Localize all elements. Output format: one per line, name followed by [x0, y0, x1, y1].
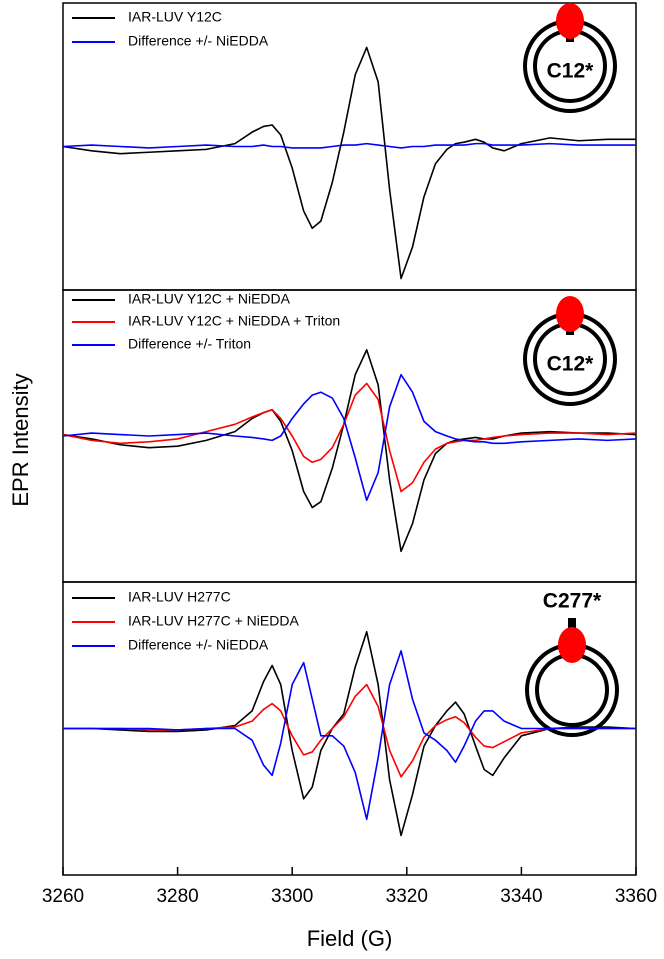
spectrum-line [62, 373, 637, 502]
label-stem [568, 618, 576, 632]
legend-label: IAR-LUV Y12C [128, 9, 222, 25]
spectrum-line [62, 142, 636, 149]
spectrum-line [63, 650, 636, 821]
legend-label: IAR-LUV H277C [128, 589, 231, 605]
legend-label: Difference +/- Triton [128, 336, 251, 352]
x-tick-label: 3280 [156, 886, 198, 907]
spectrum-line [62, 349, 637, 553]
spectrum-line [62, 382, 637, 493]
x-tick-label: 3340 [500, 886, 542, 907]
x-axis-label: Field (G) [307, 926, 393, 951]
annotation: C277* [543, 590, 602, 613]
spectrum-line [62, 46, 636, 280]
legend-label: Difference +/- NiEDDA [128, 33, 269, 49]
spin-label [558, 627, 586, 663]
spectrum-line [63, 631, 637, 837]
annotation: C12* [547, 353, 595, 376]
x-tick-label: 3320 [386, 886, 428, 907]
x-tick-label: 3260 [42, 886, 84, 907]
annotation: C12* [547, 60, 595, 83]
x-tick-label: 3360 [615, 886, 657, 907]
spin-label [556, 3, 584, 39]
legend-label: IAR-LUV H277C + NiEDDA [128, 613, 299, 629]
spin-label [556, 296, 584, 332]
legend-label: Difference +/- NiEDDA [128, 637, 269, 653]
x-tick-label: 3300 [271, 886, 313, 907]
spectrum-line [63, 683, 636, 778]
y-axis-label: EPR Intensity [8, 373, 33, 506]
liposome-inner [535, 653, 609, 727]
legend-label: IAR-LUV Y12C + NiEDDA + Triton [128, 313, 340, 329]
legend-label: IAR-LUV Y12C + NiEDDA [128, 291, 291, 307]
